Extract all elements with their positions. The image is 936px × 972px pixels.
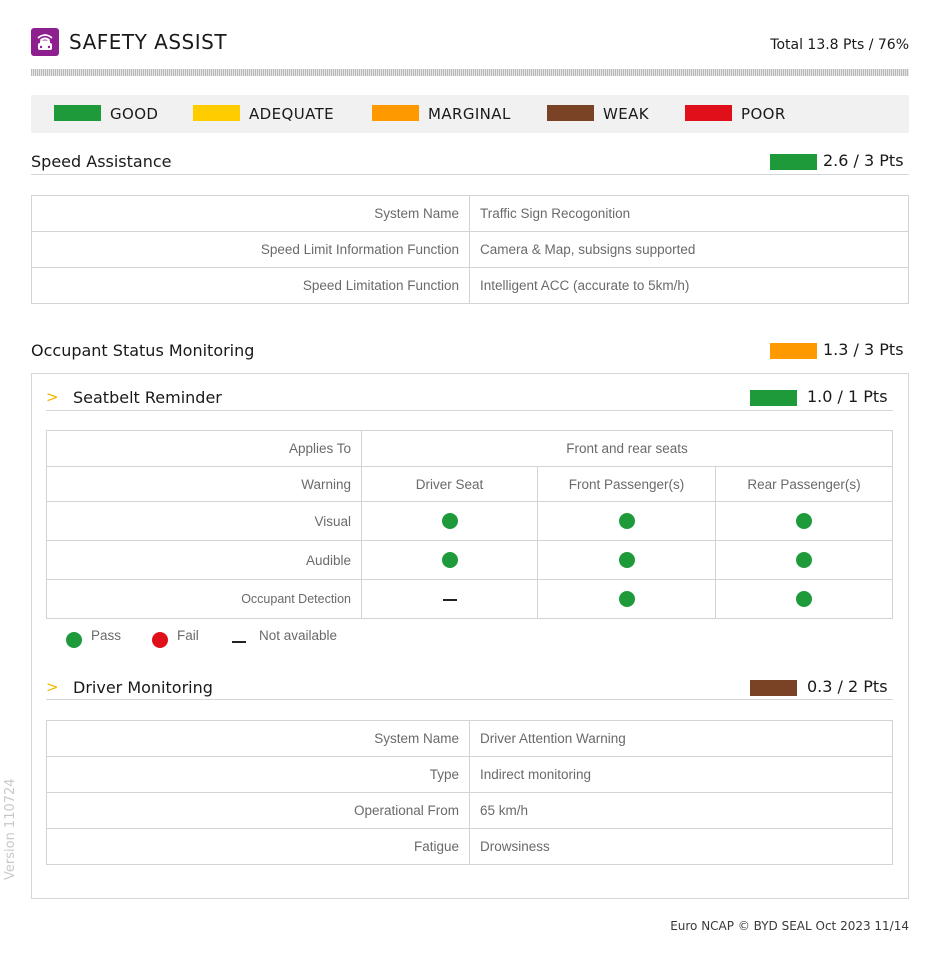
not-available-dash-icon bbox=[442, 598, 457, 601]
row-label: Type bbox=[46, 756, 470, 793]
seatbelt-table: Applies To Front and rear seats Warning … bbox=[46, 430, 893, 619]
speed-assistance-table: System Name Traffic Sign Recogonition Sp… bbox=[31, 195, 909, 304]
status-cell bbox=[537, 501, 716, 541]
legend-swatch-marginal bbox=[372, 105, 419, 121]
version-label: Version 110724 bbox=[3, 778, 18, 880]
table-row: Speed Limit Information Function Camera … bbox=[31, 231, 909, 268]
legend-fail-label: Fail bbox=[177, 628, 199, 643]
pass-dot-icon bbox=[618, 591, 635, 608]
row-label: Visual bbox=[46, 501, 362, 541]
score-text-driver-monitoring: 0.3 / 2 Pts bbox=[807, 677, 888, 696]
subsection-title-seatbelt: Seatbelt Reminder bbox=[73, 388, 222, 407]
column-header-rear-passenger: Rear Passenger(s) bbox=[715, 466, 893, 502]
status-cell bbox=[361, 540, 538, 580]
row-value: Intelligent ACC (accurate to 5km/h) bbox=[469, 267, 909, 304]
fail-dot-icon bbox=[152, 632, 168, 648]
row-label: System Name bbox=[46, 720, 470, 757]
seatbelt-status-legend: Pass Fail Not available bbox=[47, 618, 892, 657]
column-header-driver: Driver Seat bbox=[361, 466, 538, 502]
legend-label-poor: POOR bbox=[741, 105, 786, 123]
legend-label-weak: WEAK bbox=[603, 105, 650, 123]
chevron-right-icon: > bbox=[46, 678, 59, 696]
subsection-title-driver-monitoring: Driver Monitoring bbox=[73, 678, 213, 697]
score-bar-occupant-status bbox=[770, 343, 817, 359]
status-cell bbox=[537, 579, 716, 619]
row-value: Driver Attention Warning bbox=[469, 720, 893, 757]
score-bar-speed-assistance bbox=[770, 154, 817, 170]
row-label: Operational From bbox=[46, 792, 470, 829]
table-row: Audible bbox=[46, 540, 893, 580]
pass-dot-icon bbox=[796, 513, 812, 530]
pass-dot-icon bbox=[796, 552, 812, 569]
pass-dot-icon bbox=[66, 632, 82, 648]
row-value: Drowsiness bbox=[469, 828, 893, 865]
warning-label: Warning bbox=[46, 466, 362, 502]
applies-to-label: Applies To bbox=[46, 430, 362, 467]
section-title-occupant-status: Occupant Status Monitoring bbox=[31, 341, 255, 360]
hatched-divider bbox=[31, 69, 909, 76]
score-bar-driver-monitoring bbox=[750, 680, 797, 696]
score-text-seatbelt: 1.0 / 1 Pts bbox=[807, 387, 888, 406]
row-value: Traffic Sign Recogonition bbox=[469, 195, 909, 232]
page-header: SAFETY ASSIST Total 13.8 Pts / 76% bbox=[31, 28, 909, 58]
status-cell bbox=[537, 540, 716, 580]
table-row: Fatigue Drowsiness bbox=[46, 828, 893, 865]
legend-label-good: GOOD bbox=[110, 105, 159, 123]
row-label: Speed Limit Information Function bbox=[31, 231, 470, 268]
table-row: Operational From 65 km/h bbox=[46, 792, 893, 829]
row-label: Fatigue bbox=[46, 828, 470, 865]
pass-dot-icon bbox=[618, 513, 635, 530]
row-label: Occupant Detection bbox=[46, 579, 362, 619]
legend-swatch-poor bbox=[685, 105, 732, 121]
legend-label-adequate: ADEQUATE bbox=[249, 105, 335, 123]
table-row: Occupant Detection bbox=[46, 579, 893, 619]
car-wifi-icon bbox=[31, 28, 59, 56]
chevron-right-icon: > bbox=[46, 388, 59, 406]
row-value: Indirect monitoring bbox=[469, 756, 893, 793]
status-cell bbox=[361, 579, 538, 619]
table-row: Type Indirect monitoring bbox=[46, 756, 893, 793]
row-value: 65 km/h bbox=[469, 792, 893, 829]
driver-monitoring-table: System Name Driver Attention Warning Typ… bbox=[46, 720, 893, 865]
legend-pass-label: Pass bbox=[91, 628, 122, 643]
page-footer: Euro NCAP © BYD SEAL Oct 2023 11/14 bbox=[670, 919, 909, 933]
table-row: System Name Driver Attention Warning bbox=[46, 720, 893, 757]
rating-legend: GOOD ADEQUATE MARGINAL WEAK POOR bbox=[31, 95, 909, 133]
subsection-underline bbox=[46, 699, 893, 700]
table-row: System Name Traffic Sign Recogonition bbox=[31, 195, 909, 232]
table-row: Warning Driver Seat Front Passenger(s) R… bbox=[46, 466, 893, 502]
total-score: Total 13.8 Pts / 76% bbox=[770, 37, 909, 53]
score-text-speed-assistance: 2.6 / 3 Pts bbox=[823, 151, 904, 170]
occupant-status-panel bbox=[31, 373, 909, 899]
status-cell bbox=[715, 579, 893, 619]
pass-dot-icon bbox=[796, 591, 812, 608]
score-text-occupant-status: 1.3 / 3 Pts bbox=[823, 340, 904, 359]
table-row: Applies To Front and rear seats bbox=[46, 430, 893, 467]
page-title: SAFETY ASSIST bbox=[69, 30, 228, 54]
section-underline bbox=[31, 174, 909, 175]
legend-swatch-adequate bbox=[193, 105, 240, 121]
row-label: Audible bbox=[46, 540, 362, 580]
row-label: Speed Limitation Function bbox=[31, 267, 470, 304]
legend-label-marginal: MARGINAL bbox=[428, 105, 511, 123]
status-cell bbox=[361, 501, 538, 541]
section-title-speed-assistance: Speed Assistance bbox=[31, 152, 172, 171]
legend-swatch-weak bbox=[547, 105, 594, 121]
pass-dot-icon bbox=[441, 513, 458, 530]
column-header-front-passenger: Front Passenger(s) bbox=[537, 466, 716, 502]
score-bar-seatbelt bbox=[750, 390, 797, 406]
pass-dot-icon bbox=[441, 552, 458, 569]
applies-to-value: Front and rear seats bbox=[361, 430, 893, 467]
not-available-dash-icon bbox=[232, 641, 246, 643]
pass-dot-icon bbox=[618, 552, 635, 569]
table-row: Speed Limitation Function Intelligent AC… bbox=[31, 267, 909, 304]
status-cell bbox=[715, 501, 893, 541]
row-value: Camera & Map, subsigns supported bbox=[469, 231, 909, 268]
legend-swatch-good bbox=[54, 105, 101, 121]
row-label: System Name bbox=[31, 195, 470, 232]
subsection-underline bbox=[46, 410, 893, 411]
legend-not-available-label: Not available bbox=[259, 628, 338, 643]
table-row: Visual bbox=[46, 501, 893, 541]
status-cell bbox=[715, 540, 893, 580]
